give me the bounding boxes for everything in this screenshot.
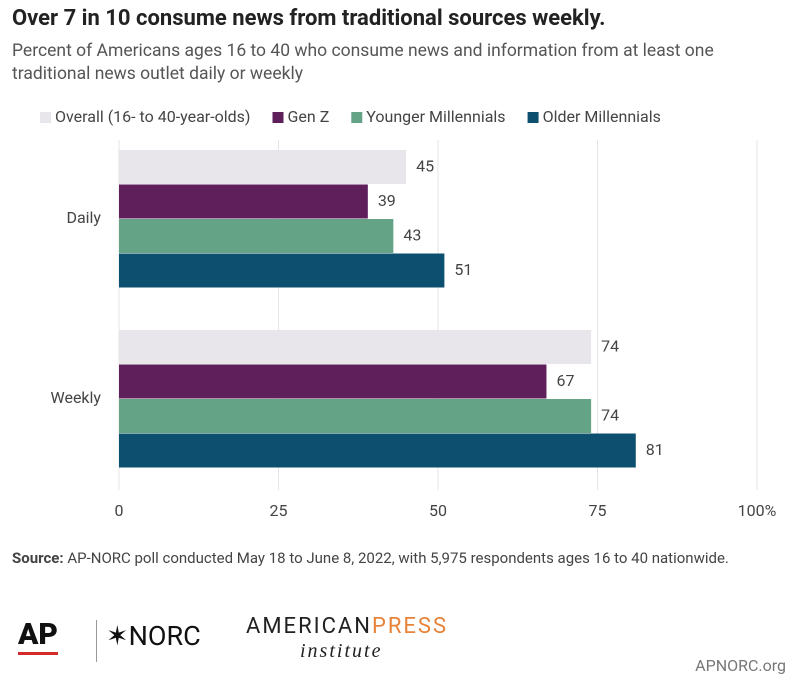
y-tick-label: Weekly [51, 388, 102, 407]
chart-title: Over 7 in 10 consume news from tradition… [12, 6, 606, 31]
value-label: 39 [378, 191, 396, 210]
value-label: 81 [646, 440, 664, 459]
bar [119, 184, 368, 219]
x-tick-label: 75 [589, 501, 607, 520]
legend-swatch [40, 112, 51, 123]
y-tick-label: Daily [66, 208, 101, 227]
api-logo-a: AMERICAN [246, 614, 372, 639]
value-label: 74 [601, 405, 619, 424]
bar [119, 219, 394, 253]
value-label: 67 [556, 371, 574, 390]
norc-logo: ✶NORC [106, 620, 201, 652]
api-logo-c: institute [300, 640, 383, 662]
bar [119, 399, 592, 433]
ap-logo: AP [18, 618, 58, 655]
value-label: 74 [601, 336, 619, 355]
bar [119, 364, 547, 399]
bar [119, 253, 445, 288]
bar [119, 330, 592, 364]
source-text: AP-NORC poll conducted May 18 to June 8,… [67, 549, 729, 567]
legend-label: Older Millennials [543, 107, 661, 126]
source: Source: AP-NORC poll conducted May 18 to… [12, 548, 792, 569]
bar [119, 150, 407, 184]
legend-label: Younger Millennials [366, 107, 505, 126]
legend-swatch [527, 112, 539, 123]
legend-swatch [272, 112, 284, 123]
chart: 0 25 50 75 100% Overall (16- to 40-year-olds)… [40, 107, 777, 520]
bar [119, 433, 636, 468]
value-label: 43 [403, 225, 421, 244]
x-tick-label: 25 [270, 501, 288, 520]
legend-label: Overall (16- to 40-year-olds) [55, 107, 251, 126]
api-logo: AMERICANPRESS [246, 614, 448, 639]
api-logo-b: PRESS [371, 614, 449, 639]
x-tick-label: 50 [429, 501, 447, 520]
legend-swatch [351, 112, 363, 123]
value-label: 51 [454, 260, 472, 279]
chart-subtitle: Percent of Americans ages 16 to 40 who c… [12, 41, 714, 84]
source-label: Source: [12, 549, 64, 567]
x-tick-label: 0 [115, 501, 124, 520]
divider [96, 620, 97, 662]
value-label: 45 [416, 156, 434, 175]
site: APNORC.org [695, 656, 786, 675]
legend-label: Gen Z [288, 107, 330, 126]
x-tick-label: 100% [738, 501, 777, 520]
